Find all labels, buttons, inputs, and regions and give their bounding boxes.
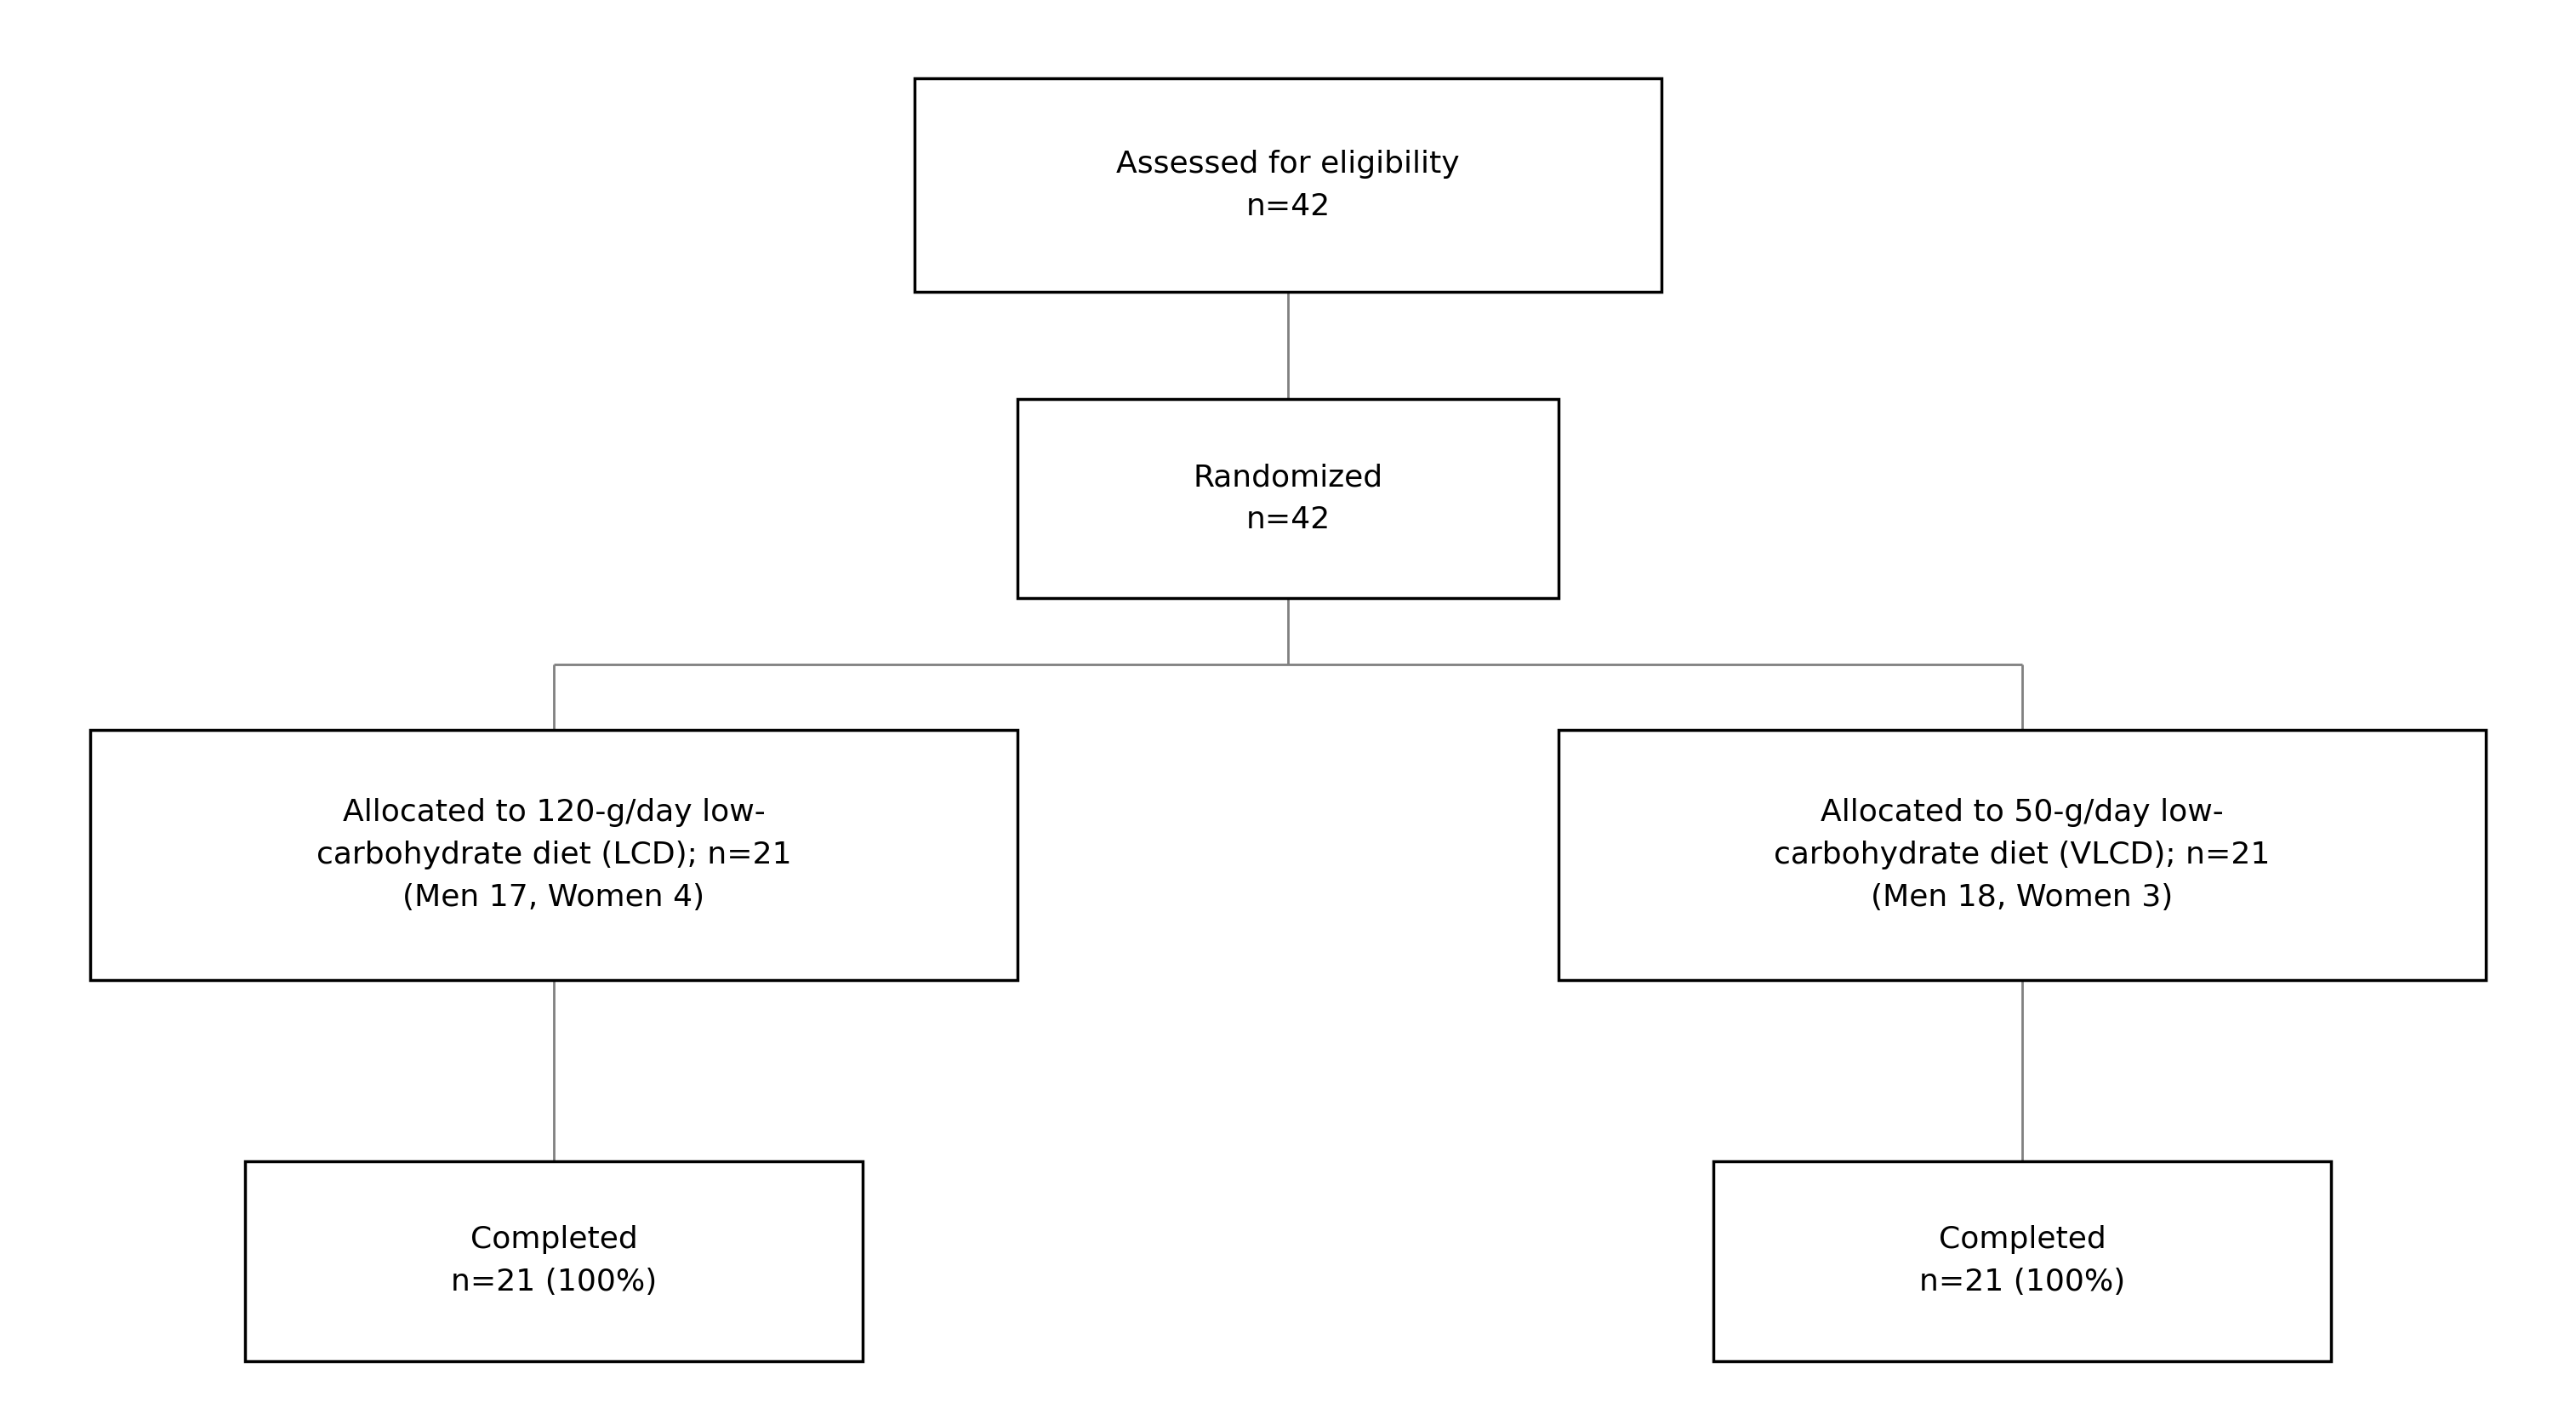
Text: Allocated to 50-g/day low-
carbohydrate diet (VLCD); n=21
(Men 18, Women 3): Allocated to 50-g/day low- carbohydrate … xyxy=(1775,798,2269,912)
Text: Completed
n=21 (100%): Completed n=21 (100%) xyxy=(1919,1226,2125,1297)
Text: Randomized
n=42: Randomized n=42 xyxy=(1193,463,1383,534)
Text: Completed
n=21 (100%): Completed n=21 (100%) xyxy=(451,1226,657,1297)
FancyBboxPatch shape xyxy=(914,78,1662,292)
FancyBboxPatch shape xyxy=(245,1161,863,1361)
FancyBboxPatch shape xyxy=(1558,730,2486,980)
Text: Allocated to 120-g/day low-
carbohydrate diet (LCD); n=21
(Men 17, Women 4): Allocated to 120-g/day low- carbohydrate… xyxy=(317,798,791,912)
FancyBboxPatch shape xyxy=(90,730,1018,980)
FancyBboxPatch shape xyxy=(1713,1161,2331,1361)
FancyBboxPatch shape xyxy=(1018,399,1558,598)
Text: Assessed for eligibility
n=42: Assessed for eligibility n=42 xyxy=(1115,150,1461,221)
